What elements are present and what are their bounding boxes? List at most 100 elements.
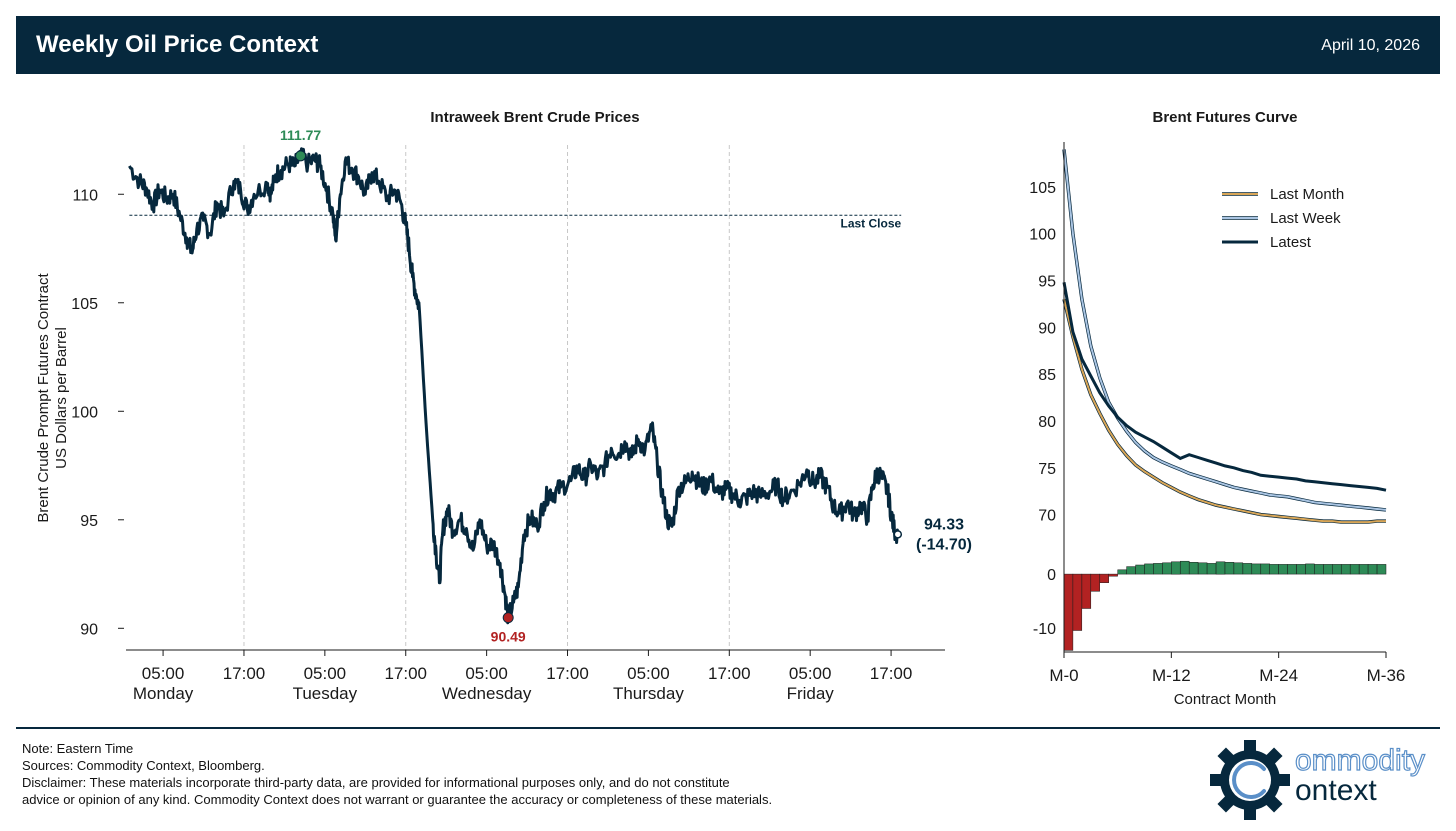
spread-bar — [1278, 564, 1288, 575]
last-close-label: Last Close — [840, 216, 901, 230]
last-price-label: 94.33 — [924, 516, 964, 533]
spread-bar — [1144, 563, 1154, 575]
gear-c-icon — [1210, 740, 1290, 820]
curve-x-tick-label: M-24 — [1259, 666, 1298, 685]
footer-sources: Sources: Commodity Context, Bloomberg. — [22, 758, 265, 773]
spread-y-tick-label: -10 — [1033, 621, 1056, 638]
spread-bar — [1215, 561, 1226, 575]
spread-bar — [1197, 562, 1208, 575]
x-tick-day: Thursday — [613, 684, 684, 703]
spread-bar — [1332, 564, 1342, 575]
logo-word-context: ontext — [1295, 774, 1377, 807]
footer-notes: Note: Eastern Time Sources: Commodity Co… — [22, 740, 772, 808]
x-tick-day: Friday — [787, 684, 835, 703]
spread-bar — [1287, 564, 1297, 575]
spread-bar — [1188, 562, 1199, 575]
spread-bar — [1233, 562, 1244, 575]
curve-line-last-week — [1063, 149, 1387, 511]
logo-word-commodity: ommodity — [1295, 744, 1425, 777]
spread-bar — [1269, 564, 1279, 575]
spread-bar — [1063, 573, 1074, 651]
legend-label: Last Month — [1270, 186, 1344, 203]
spread-bar — [1305, 563, 1315, 575]
spread-bar — [1117, 569, 1127, 575]
spread-bar — [1135, 564, 1145, 575]
spread-y-tick-label: 0 — [1047, 567, 1056, 584]
spread-bar — [1251, 563, 1261, 575]
curve-y-tick-label: 85 — [1038, 367, 1056, 384]
spread-bar — [1314, 564, 1324, 575]
spread-bar — [1323, 564, 1333, 575]
spread-bar — [1126, 566, 1136, 575]
spread-bar — [1242, 563, 1253, 575]
curve-y-tick-label: 75 — [1038, 461, 1056, 478]
footer-divider — [16, 727, 1440, 729]
last-price-marker — [893, 530, 903, 539]
spread-bar — [1108, 573, 1118, 577]
y-tick-label: 105 — [71, 296, 98, 313]
curve-line-latest — [1062, 282, 1387, 492]
x-tick-time: 17:00 — [708, 664, 751, 683]
x-tick-time: 05:00 — [627, 664, 670, 683]
footer-disclaimer-2: advice or opinion of any kind. Commodity… — [22, 792, 773, 807]
commodity-context-logo: ommodity ontext — [1210, 740, 1426, 820]
brent-price-line — [128, 147, 900, 625]
weekly-low-label: 90.49 — [491, 629, 526, 645]
x-tick-time: 05:00 — [304, 664, 347, 683]
spread-bar — [1349, 564, 1360, 575]
weekly-high-label: 111.77 — [280, 127, 321, 143]
x-tick-time: 17:00 — [870, 664, 913, 683]
y-axis-label-line2: US Dollars per Barrel — [53, 327, 70, 469]
y-axis-label-line1: Brent Crude Prompt Futures Contract — [35, 273, 52, 523]
futures-curve-legend: Last Month Last Week Latest — [1222, 186, 1344, 251]
footer-note: Note: Eastern Time — [22, 741, 134, 756]
curve-y-tick-label: 95 — [1038, 273, 1056, 290]
spread-bar — [1099, 573, 1109, 583]
last-price-change: (-14.70) — [916, 536, 972, 553]
x-tick-time: 05:00 — [142, 664, 185, 683]
spread-bar — [1072, 573, 1083, 631]
x-tick-day: Monday — [133, 684, 194, 703]
spread-bar — [1296, 564, 1306, 575]
spread-bar — [1358, 564, 1369, 575]
x-tick-time: 17:00 — [223, 664, 266, 683]
x-tick-time: 17:00 — [384, 664, 427, 683]
curve-y-tick-label: 80 — [1038, 414, 1056, 431]
intraweek-brent-chart: Intraweek Brent Crude Prices Brent Crude… — [35, 109, 972, 703]
spread-bar — [1376, 564, 1387, 575]
weekly-high-marker — [295, 150, 307, 162]
spread-bar — [1081, 573, 1092, 609]
curve-x-tick-label: M-0 — [1049, 666, 1078, 685]
curve-x-tick-label: M-36 — [1367, 666, 1406, 685]
footer-disclaimer-1: Disclaimer: These materials incorporate … — [22, 775, 730, 790]
futures-curve-title: Brent Futures Curve — [1152, 109, 1297, 126]
spread-bar — [1341, 564, 1351, 575]
spread-bar — [1260, 563, 1270, 575]
spread-bar — [1090, 573, 1100, 592]
y-tick-label: 90 — [80, 621, 98, 638]
curve-outline-1 — [1062, 149, 1387, 512]
x-tick-time: 17:00 — [546, 664, 589, 683]
spread-bar — [1367, 564, 1378, 575]
spread-bar — [1162, 562, 1172, 575]
y-tick-label: 100 — [71, 404, 98, 421]
spread-bar — [1171, 561, 1181, 575]
intraweek-chart-title: Intraweek Brent Crude Prices — [430, 109, 639, 126]
report-title: Weekly Oil Price Context — [36, 31, 319, 58]
y-tick-label: 95 — [80, 513, 98, 530]
curve-x-tick-label: M-12 — [1152, 666, 1191, 685]
spread-bar — [1206, 563, 1217, 575]
spread-bar — [1180, 560, 1190, 575]
curve-line-last-month — [1063, 298, 1386, 524]
curve-y-tick-label: 100 — [1029, 227, 1056, 244]
contract-month-label: Contract Month — [1174, 691, 1277, 708]
spread-bar — [1153, 563, 1163, 575]
spread-bar — [1224, 562, 1235, 575]
curve-y-tick-label: 90 — [1038, 320, 1056, 337]
weekly-low-marker — [502, 612, 514, 624]
y-tick-label: 110 — [72, 187, 98, 204]
x-tick-time: 05:00 — [789, 664, 832, 683]
x-tick-time: 05:00 — [465, 664, 508, 683]
x-tick-day: Wednesday — [442, 684, 532, 703]
legend-label: Latest — [1270, 234, 1312, 251]
